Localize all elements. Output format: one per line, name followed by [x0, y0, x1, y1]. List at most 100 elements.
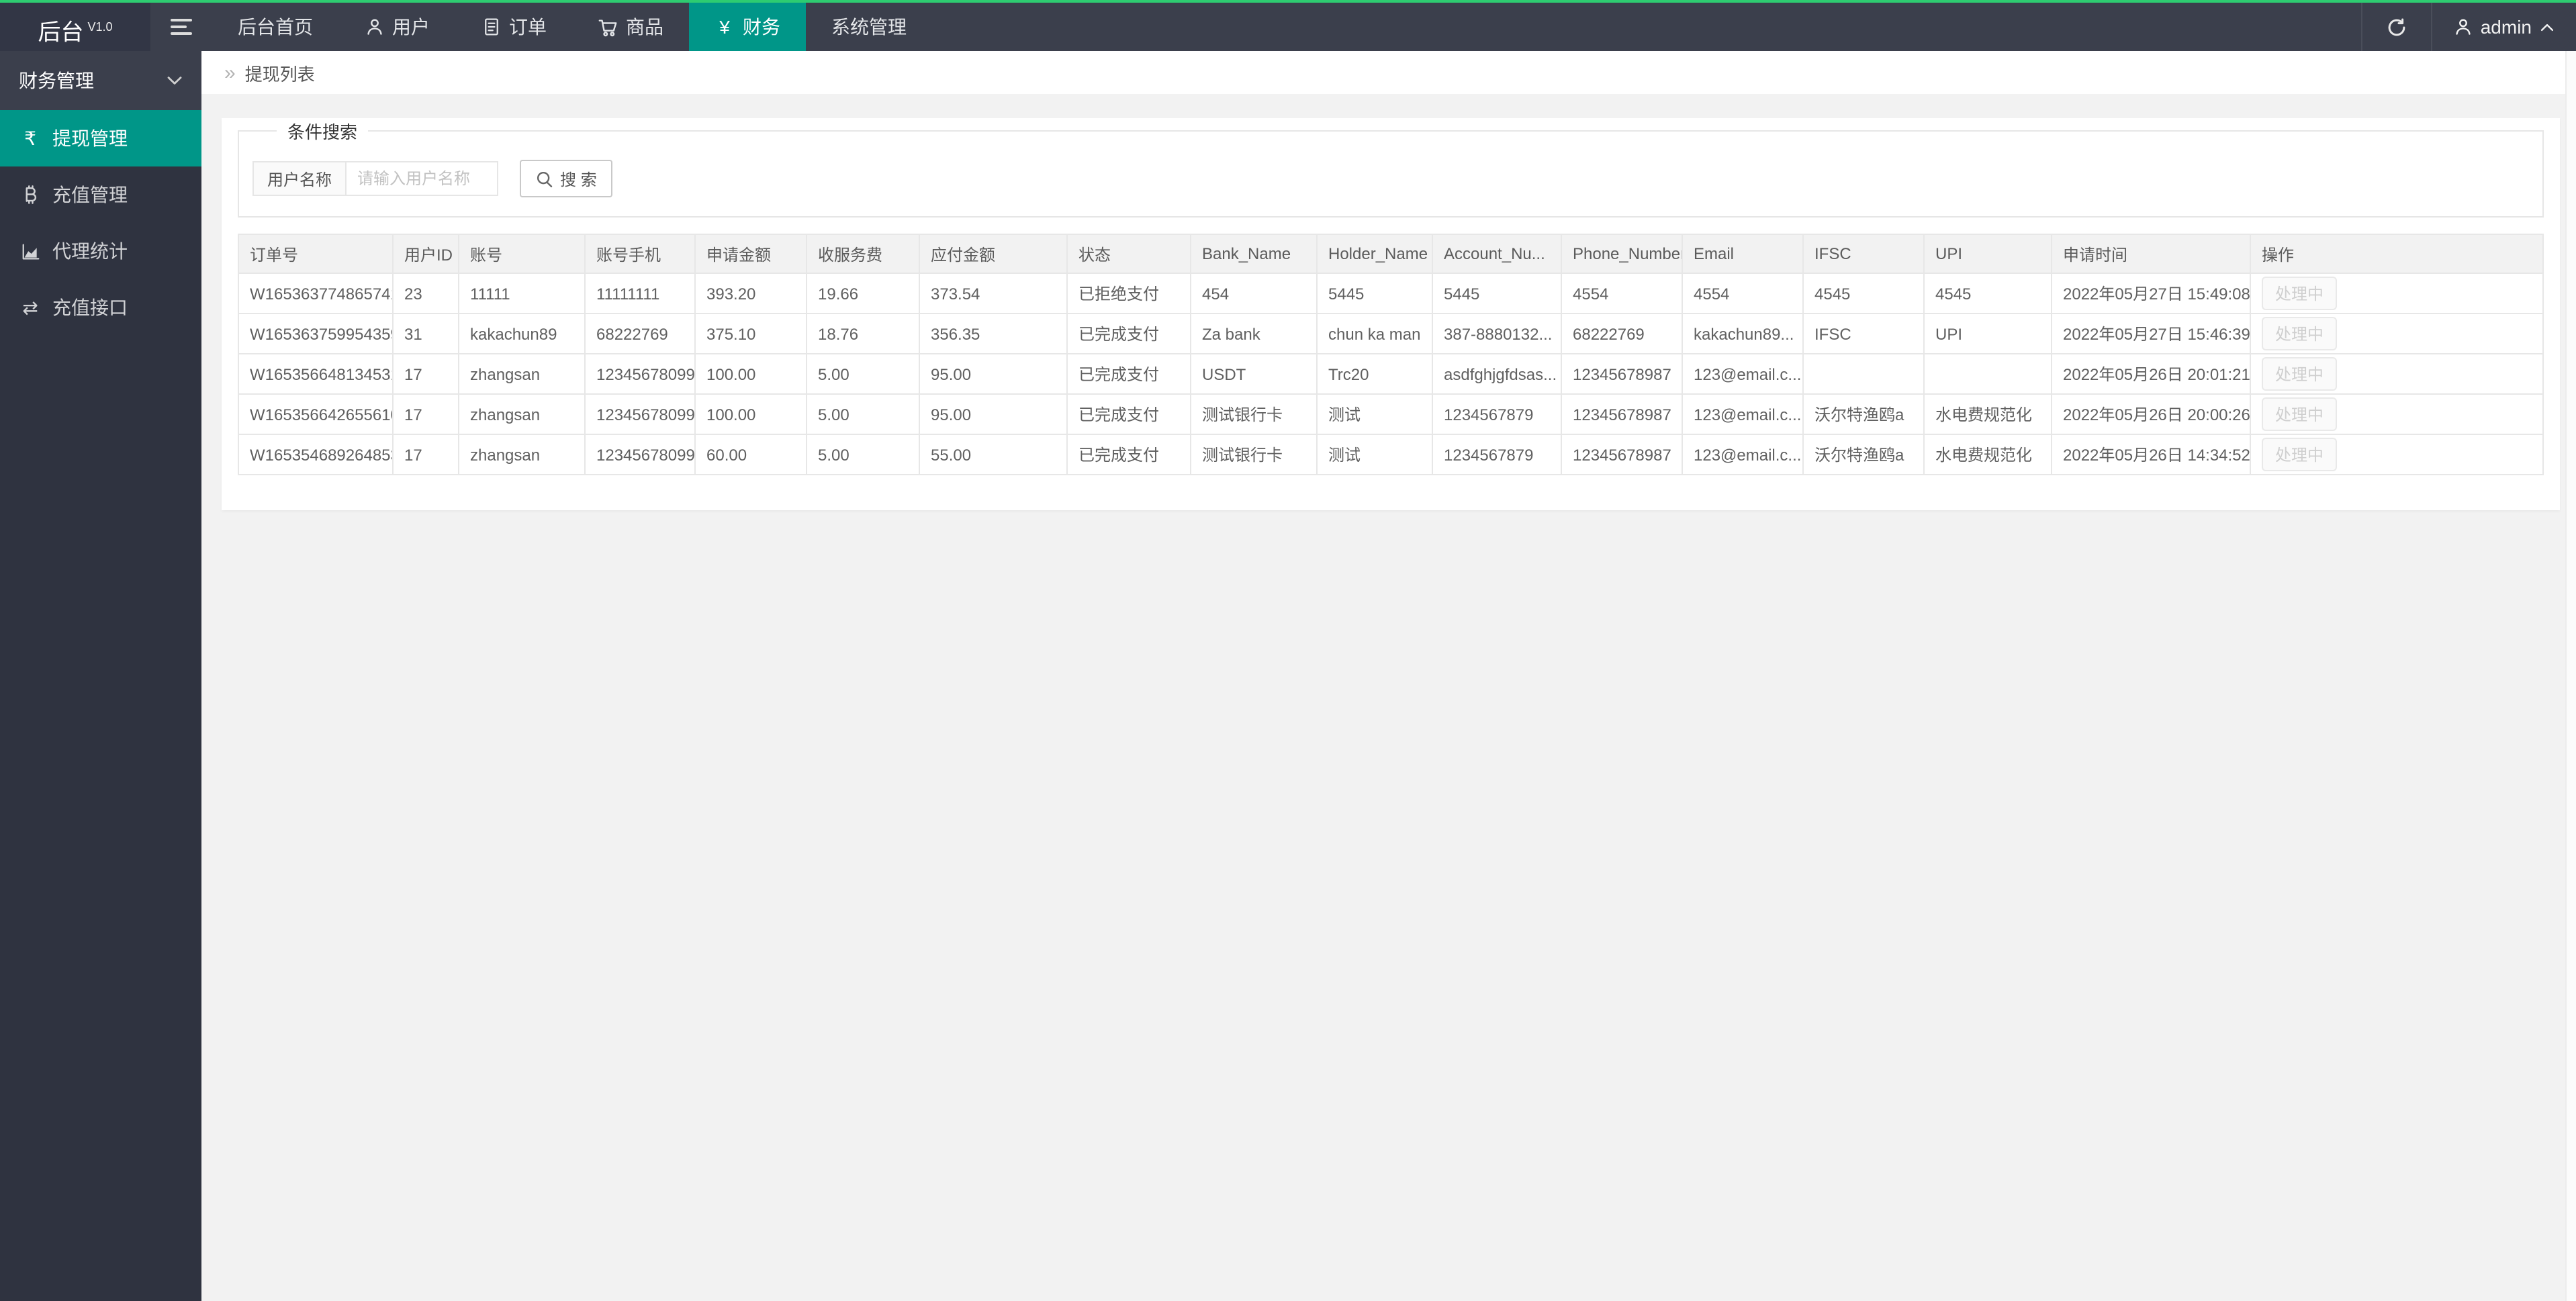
sidebar-item-label: 代理统计: [52, 240, 128, 262]
sidebar-item-agent-stats[interactable]: 代理统计: [0, 223, 201, 279]
column-header: 账号: [458, 234, 586, 274]
table-cell: 4545: [1802, 273, 1925, 314]
nav-item-label: 系统管理: [831, 16, 907, 38]
table-cell: 4554: [1682, 273, 1804, 314]
table-cell: 123@email.c...: [1682, 434, 1804, 475]
processing-button[interactable]: 处理中: [2262, 397, 2338, 431]
nav-item-label: 商品: [626, 16, 663, 38]
sidebar-group-finance[interactable]: 财务管理: [0, 51, 201, 110]
nav-item-label: 后台首页: [238, 16, 313, 38]
app-title: 后台: [38, 19, 84, 46]
column-header: 状态: [1066, 234, 1191, 274]
table-cell-action: 处理中: [2250, 353, 2544, 395]
table-cell: [1923, 353, 2052, 395]
table-cell: 已完成支付: [1066, 313, 1191, 354]
app-version: V1.0: [87, 20, 113, 34]
table-cell: zhangsan: [458, 393, 586, 435]
table-row: W165356642655610 17 zhangsan 12345678099 100…: [238, 393, 2544, 435]
yen-icon: ¥: [719, 16, 730, 38]
table-cell: 454: [1190, 273, 1318, 314]
nav-item-system[interactable]: 系统管理: [806, 3, 932, 51]
table-cell: 12345678099: [584, 393, 696, 435]
column-header: Phone_Number: [1561, 234, 1683, 274]
table-cell: 测试银行卡: [1190, 434, 1318, 475]
withdraw-table: 订单号 用户ID 账号 账号手机 申请金额 收服务费 应付金额 状态 Bank_Name Hold…: [238, 234, 2544, 475]
table-cell: UPI: [1923, 313, 2052, 354]
table-cell: 373.54: [919, 273, 1068, 314]
table-cell: 已拒绝支付: [1066, 273, 1191, 314]
top-navbar: 后台 V1.0 后台首页 用户 订单: [0, 3, 2576, 51]
nav-item-finance[interactable]: ¥ 财务: [689, 3, 806, 51]
table-cell: 沃尔特渔鸥a: [1802, 434, 1925, 475]
table-cell: 17: [392, 393, 459, 435]
nav-item-orders[interactable]: 订单: [455, 3, 572, 51]
table-cell: 测试银行卡: [1190, 393, 1318, 435]
processing-button[interactable]: 处理中: [2262, 277, 2338, 310]
bitcoin-icon: [19, 185, 42, 204]
table-cell: asdfghjgfdsas...: [1432, 353, 1562, 395]
table-cell: 1234567879: [1432, 434, 1562, 475]
column-header: 申请金额: [694, 234, 807, 274]
navbar-right: admin: [2360, 3, 2576, 51]
search-button[interactable]: 搜 索: [520, 160, 613, 197]
table-cell: 11111: [458, 273, 586, 314]
table-cell: 2022年05月26日 14:34:52: [2051, 434, 2251, 475]
table-cell: 387-8880132...: [1432, 313, 1562, 354]
table-cell: 356.35: [919, 313, 1068, 354]
sidebar-item-recharge[interactable]: 充值管理: [0, 166, 201, 223]
table-cell: 95.00: [919, 393, 1068, 435]
nav-item-home[interactable]: 后台首页: [212, 3, 338, 51]
table-cell: Trc20: [1316, 353, 1433, 395]
table-cell: 100.00: [694, 393, 807, 435]
user-menu[interactable]: admin: [2430, 3, 2576, 51]
refresh-button[interactable]: [2360, 3, 2431, 51]
table-row: W165363774865741 23 11111 11111111 393.20 19.…: [238, 273, 2544, 314]
search-form-row: 用户名称 搜 索: [252, 160, 2529, 197]
table-cell: 123@email.c...: [1682, 353, 1804, 395]
table-cell: 水电费规范化: [1923, 434, 2052, 475]
table-cell: 19.66: [806, 273, 920, 314]
username-input[interactable]: [345, 161, 499, 196]
nav-item-label: 订单: [509, 16, 547, 38]
breadcrumb: » 提现列表: [201, 51, 2576, 94]
column-header: Account_Nu...: [1432, 234, 1562, 274]
processing-button[interactable]: 处理中: [2262, 438, 2338, 471]
column-header: UPI: [1923, 234, 2052, 274]
sidebar-item-withdraw[interactable]: ₹ 提现管理: [0, 110, 201, 166]
table-cell: 4545: [1923, 273, 2052, 314]
sidebar-item-recharge-api[interactable]: ⇄ 充值接口: [0, 279, 201, 336]
table-cell: 5445: [1432, 273, 1562, 314]
table-cell: 沃尔特渔鸥a: [1802, 393, 1925, 435]
processing-button[interactable]: 处理中: [2262, 357, 2338, 391]
menu-toggle-button[interactable]: [150, 3, 212, 51]
search-button-label: 搜 索: [560, 170, 597, 189]
scrollbar[interactable]: [2565, 51, 2576, 1301]
chevron-up-icon: [2540, 23, 2554, 31]
table-cell: 68222769: [1561, 313, 1683, 354]
processing-button[interactable]: 处理中: [2262, 317, 2338, 350]
table-cell: 12345678987: [1561, 434, 1683, 475]
table-cell: USDT: [1190, 353, 1318, 395]
top-accent-line: [0, 0, 2576, 3]
table-cell: 17: [392, 434, 459, 475]
table-cell-action: 处理中: [2250, 393, 2544, 435]
sidebar-item-label: 提现管理: [52, 128, 128, 149]
document-icon: [481, 17, 501, 37]
table-cell: 55.00: [919, 434, 1068, 475]
nav-item-users[interactable]: 用户: [338, 3, 455, 51]
table-cell: 100.00: [694, 353, 807, 395]
sidebar: 财务管理 ₹ 提现管理 充值管理 代理统计 ⇄ 充值接口: [0, 51, 201, 1301]
column-header: 账号手机: [584, 234, 696, 274]
table-row: W165363759954359 31 kakachun89 68222769 375.…: [238, 313, 2544, 354]
table-cell: zhangsan: [458, 434, 586, 475]
table-cell: 12345678987: [1561, 393, 1683, 435]
table-cell: 5445: [1316, 273, 1433, 314]
nav-item-label: 用户: [392, 16, 430, 38]
table-cell: 已完成支付: [1066, 393, 1191, 435]
table-cell-action: 处理中: [2250, 313, 2544, 354]
sidebar-group-label: 财务管理: [19, 70, 94, 91]
table-cell: kakachun89: [458, 313, 586, 354]
search-icon: [537, 171, 553, 187]
nav-item-goods[interactable]: 商品: [572, 3, 689, 51]
